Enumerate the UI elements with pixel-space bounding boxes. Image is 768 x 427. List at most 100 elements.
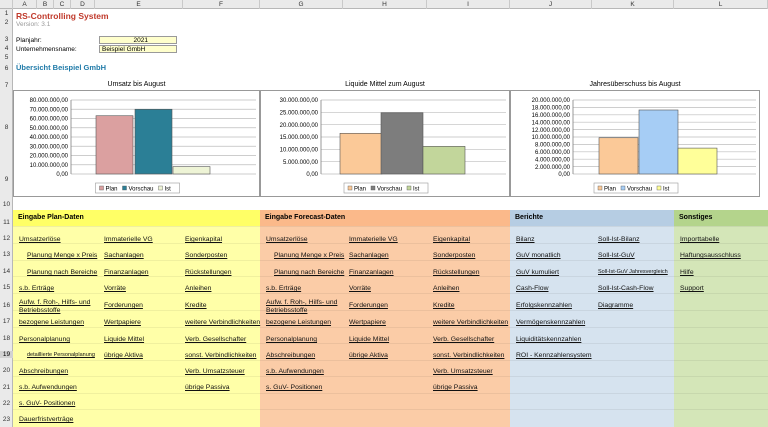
col-header-b[interactable]: B [37, 0, 54, 9]
col-header-d[interactable]: D [71, 0, 95, 9]
link-plan-sonst-verbindlichkeiten[interactable]: sonst. Verbindlichkeiten [185, 352, 257, 359]
link-plan-s-guv-positionen[interactable]: s. GuV- Positionen [19, 400, 76, 407]
link-plan-planung-menge-x-preis[interactable]: Planung Menge x Preis [27, 252, 98, 259]
chart-liquide[interactable]: 30.000.000,00 25.000.000,00 20.000.000,00 1… [260, 90, 510, 197]
row-header[interactable]: 23 [2, 416, 11, 423]
row-header[interactable]: 11 [3, 219, 10, 226]
link-sonstiges-haftungsausschluss[interactable]: Haftungsausschluss [680, 252, 741, 259]
link-berichte-roi-kennzahlensystem[interactable]: ROI - Kennzahlensystem [516, 352, 592, 359]
link-plan-ubrige-aktiva[interactable]: übrige Aktiva [104, 352, 143, 359]
row-header[interactable]: 10 [2, 201, 11, 208]
link-forecast-verb-umsatzsteuer[interactable]: Verb. Umsatzsteuer [433, 368, 493, 375]
link-forecast-sachanlagen[interactable]: Sachanlagen [349, 252, 389, 259]
link-plan-s-b-aufwendungen[interactable]: s.b. Aufwendungen [19, 384, 77, 391]
link-forecast-vorrate[interactable]: Vorräte [349, 285, 371, 292]
link-plan-verb-gesellschafter[interactable]: Verb. Gesellschafter [185, 336, 247, 343]
bar-plan[interactable] [339, 132, 383, 175]
link-forecast-liquide-mittel[interactable]: Liquide Mittel [349, 336, 390, 343]
unternehmen-cell[interactable]: Beispiel GmbH [99, 45, 177, 53]
link-forecast-aufw-f-roh-hilfs-und-betriebsstoffe[interactable]: Aufw. f. Roh-, Hilfs- und Betriebsstoffe [266, 299, 338, 314]
row-header[interactable]: 12 [2, 235, 11, 242]
col-header-l[interactable]: L [674, 0, 768, 9]
link-forecast-immaterielle-vg[interactable]: Immaterielle VG [349, 236, 398, 243]
link-plan-ruckstellungen[interactable]: Rückstellungen [185, 269, 232, 276]
link-forecast-ubrige-aktiva[interactable]: übrige Aktiva [349, 352, 388, 359]
link-plan-personalplanung[interactable]: Personalplanung [19, 336, 71, 343]
link-forecast-personalplanung[interactable]: Personalplanung [266, 336, 318, 343]
row-header[interactable]: 17 [2, 318, 11, 325]
link-forecast-forderungen[interactable]: Forderungen [349, 302, 388, 309]
link-plan-aufw-f-roh-hilfs-und-betriebsstoffe[interactable]: Aufw. f. Roh-, Hilfs- und Betriebsstoffe [19, 299, 91, 314]
row-header[interactable]: 7 [4, 82, 9, 89]
row-header[interactable]: 5 [4, 54, 9, 61]
bar-ist[interactable] [172, 166, 211, 175]
link-forecast-wertpapiere[interactable]: Wertpapiere [349, 319, 386, 326]
row-header[interactable]: 18 [2, 335, 11, 342]
link-forecast-ruckstellungen[interactable]: Rückstellungen [433, 269, 480, 276]
row-header[interactable]: 3 [4, 36, 9, 43]
link-forecast-finanzanlagen[interactable]: Finanzanlagen [349, 269, 394, 276]
link-plan-bezogene-leistungen[interactable]: bezogene Leistungen [19, 319, 85, 326]
link-berichte-soll-ist-cash-flow[interactable]: Soll-Ist-Cash-Flow [598, 285, 654, 292]
col-header-h[interactable]: H [343, 0, 427, 9]
link-forecast-ubrige-passiva[interactable]: übrige Passiva [433, 384, 478, 391]
link-forecast-sonderposten[interactable]: Sonderposten [433, 252, 476, 259]
bar-plan[interactable] [598, 137, 639, 175]
row-header[interactable]: 13 [2, 251, 11, 258]
row-header[interactable]: 8 [4, 124, 9, 131]
link-plan-forderungen[interactable]: Forderungen [104, 302, 143, 309]
link-plan-abschreibungen[interactable]: Abschreibungen [19, 368, 69, 375]
bar-ist[interactable] [677, 147, 718, 175]
link-berichte-guv-kumuliert[interactable]: GuV kumuliert [516, 269, 560, 276]
row-header[interactable]: 1 [4, 10, 9, 17]
row-header[interactable]: 2 [4, 19, 9, 26]
link-berichte-cash-flow[interactable]: Cash-Flow [516, 285, 549, 292]
link-plan-umsatzerlose[interactable]: Umsatzerlöse [19, 236, 61, 243]
bar-ist[interactable] [422, 146, 466, 175]
row-header[interactable]: 15 [2, 284, 11, 291]
col-header-j[interactable]: J [510, 0, 592, 9]
link-forecast-kredite[interactable]: Kredite [433, 302, 455, 309]
col-header-f[interactable]: F [183, 0, 260, 9]
select-all-corner[interactable] [0, 0, 13, 9]
row-header[interactable]: 4 [4, 45, 9, 52]
col-header-i[interactable]: I [427, 0, 510, 9]
bar-vorschau[interactable] [638, 109, 679, 175]
col-header-k[interactable]: K [592, 0, 674, 9]
link-plan-immaterielle-vg[interactable]: Immaterielle VG [104, 236, 153, 243]
link-forecast-weitere-verbindlichkeiten[interactable]: weitere Verbindlichkeiten [433, 319, 509, 326]
link-forecast-umsatzerlose[interactable]: Umsatzerlöse [266, 236, 308, 243]
link-berichte-guv-monatlich[interactable]: GuV monatlich [516, 252, 561, 259]
link-forecast-s-b-aufwendungen[interactable]: s.b. Aufwendungen [266, 368, 324, 375]
link-plan-vorrate[interactable]: Vorräte [104, 285, 126, 292]
link-forecast-eigenkapital[interactable]: Eigenkapital [433, 236, 471, 243]
link-plan-planung-nach-bereiche[interactable]: Planung nach Bereiche [27, 269, 98, 276]
link-forecast-s-guv-positionen[interactable]: s. GuV- Positionen [266, 384, 323, 391]
link-berichte-diagramme[interactable]: Diagramme [598, 302, 634, 309]
row-header[interactable]: 21 [2, 384, 11, 391]
link-forecast-sonst-verbindlichkeiten[interactable]: sonst. Verbindlichkeiten [433, 352, 505, 359]
link-plan-finanzanlagen[interactable]: Finanzanlagen [104, 269, 149, 276]
link-sonstiges-support[interactable]: Support [680, 285, 704, 292]
link-sonstiges-importtabelle[interactable]: Importtabelle [680, 236, 720, 243]
col-header-a[interactable]: A [13, 0, 37, 9]
link-forecast-planung-nach-bereiche[interactable]: Planung nach Bereiche [274, 269, 345, 276]
bar-vorschau[interactable] [380, 112, 424, 175]
row-header-selected[interactable]: 19 [0, 351, 13, 358]
link-berichte-erfolgskennzahlen[interactable]: Erfolgskennzahlen [516, 302, 572, 309]
link-berichte-liquiditatskennzahlen[interactable]: Liquiditätskennzahlen [516, 336, 582, 343]
link-plan-weitere-verbindlichkeiten[interactable]: weitere Verbindlichkeiten [185, 319, 261, 326]
link-plan-sachanlagen[interactable]: Sachanlagen [104, 252, 144, 259]
link-plan-ubrige-passiva[interactable]: übrige Passiva [185, 384, 230, 391]
planjahr-cell[interactable]: 2021 [99, 36, 177, 44]
bar-vorschau[interactable] [134, 108, 173, 175]
row-header[interactable]: 9 [4, 176, 9, 183]
link-plan-kredite[interactable]: Kredite [185, 302, 207, 309]
col-header-e[interactable]: E [95, 0, 183, 9]
row-header[interactable]: 22 [2, 400, 11, 407]
bar-plan[interactable] [95, 115, 134, 175]
row-header[interactable]: 16 [2, 302, 11, 309]
link-plan-anleihen[interactable]: Anleihen [185, 285, 212, 292]
row-header[interactable]: 20 [2, 367, 11, 374]
link-plan-liquide-mittel[interactable]: Liquide Mittel [104, 336, 145, 343]
